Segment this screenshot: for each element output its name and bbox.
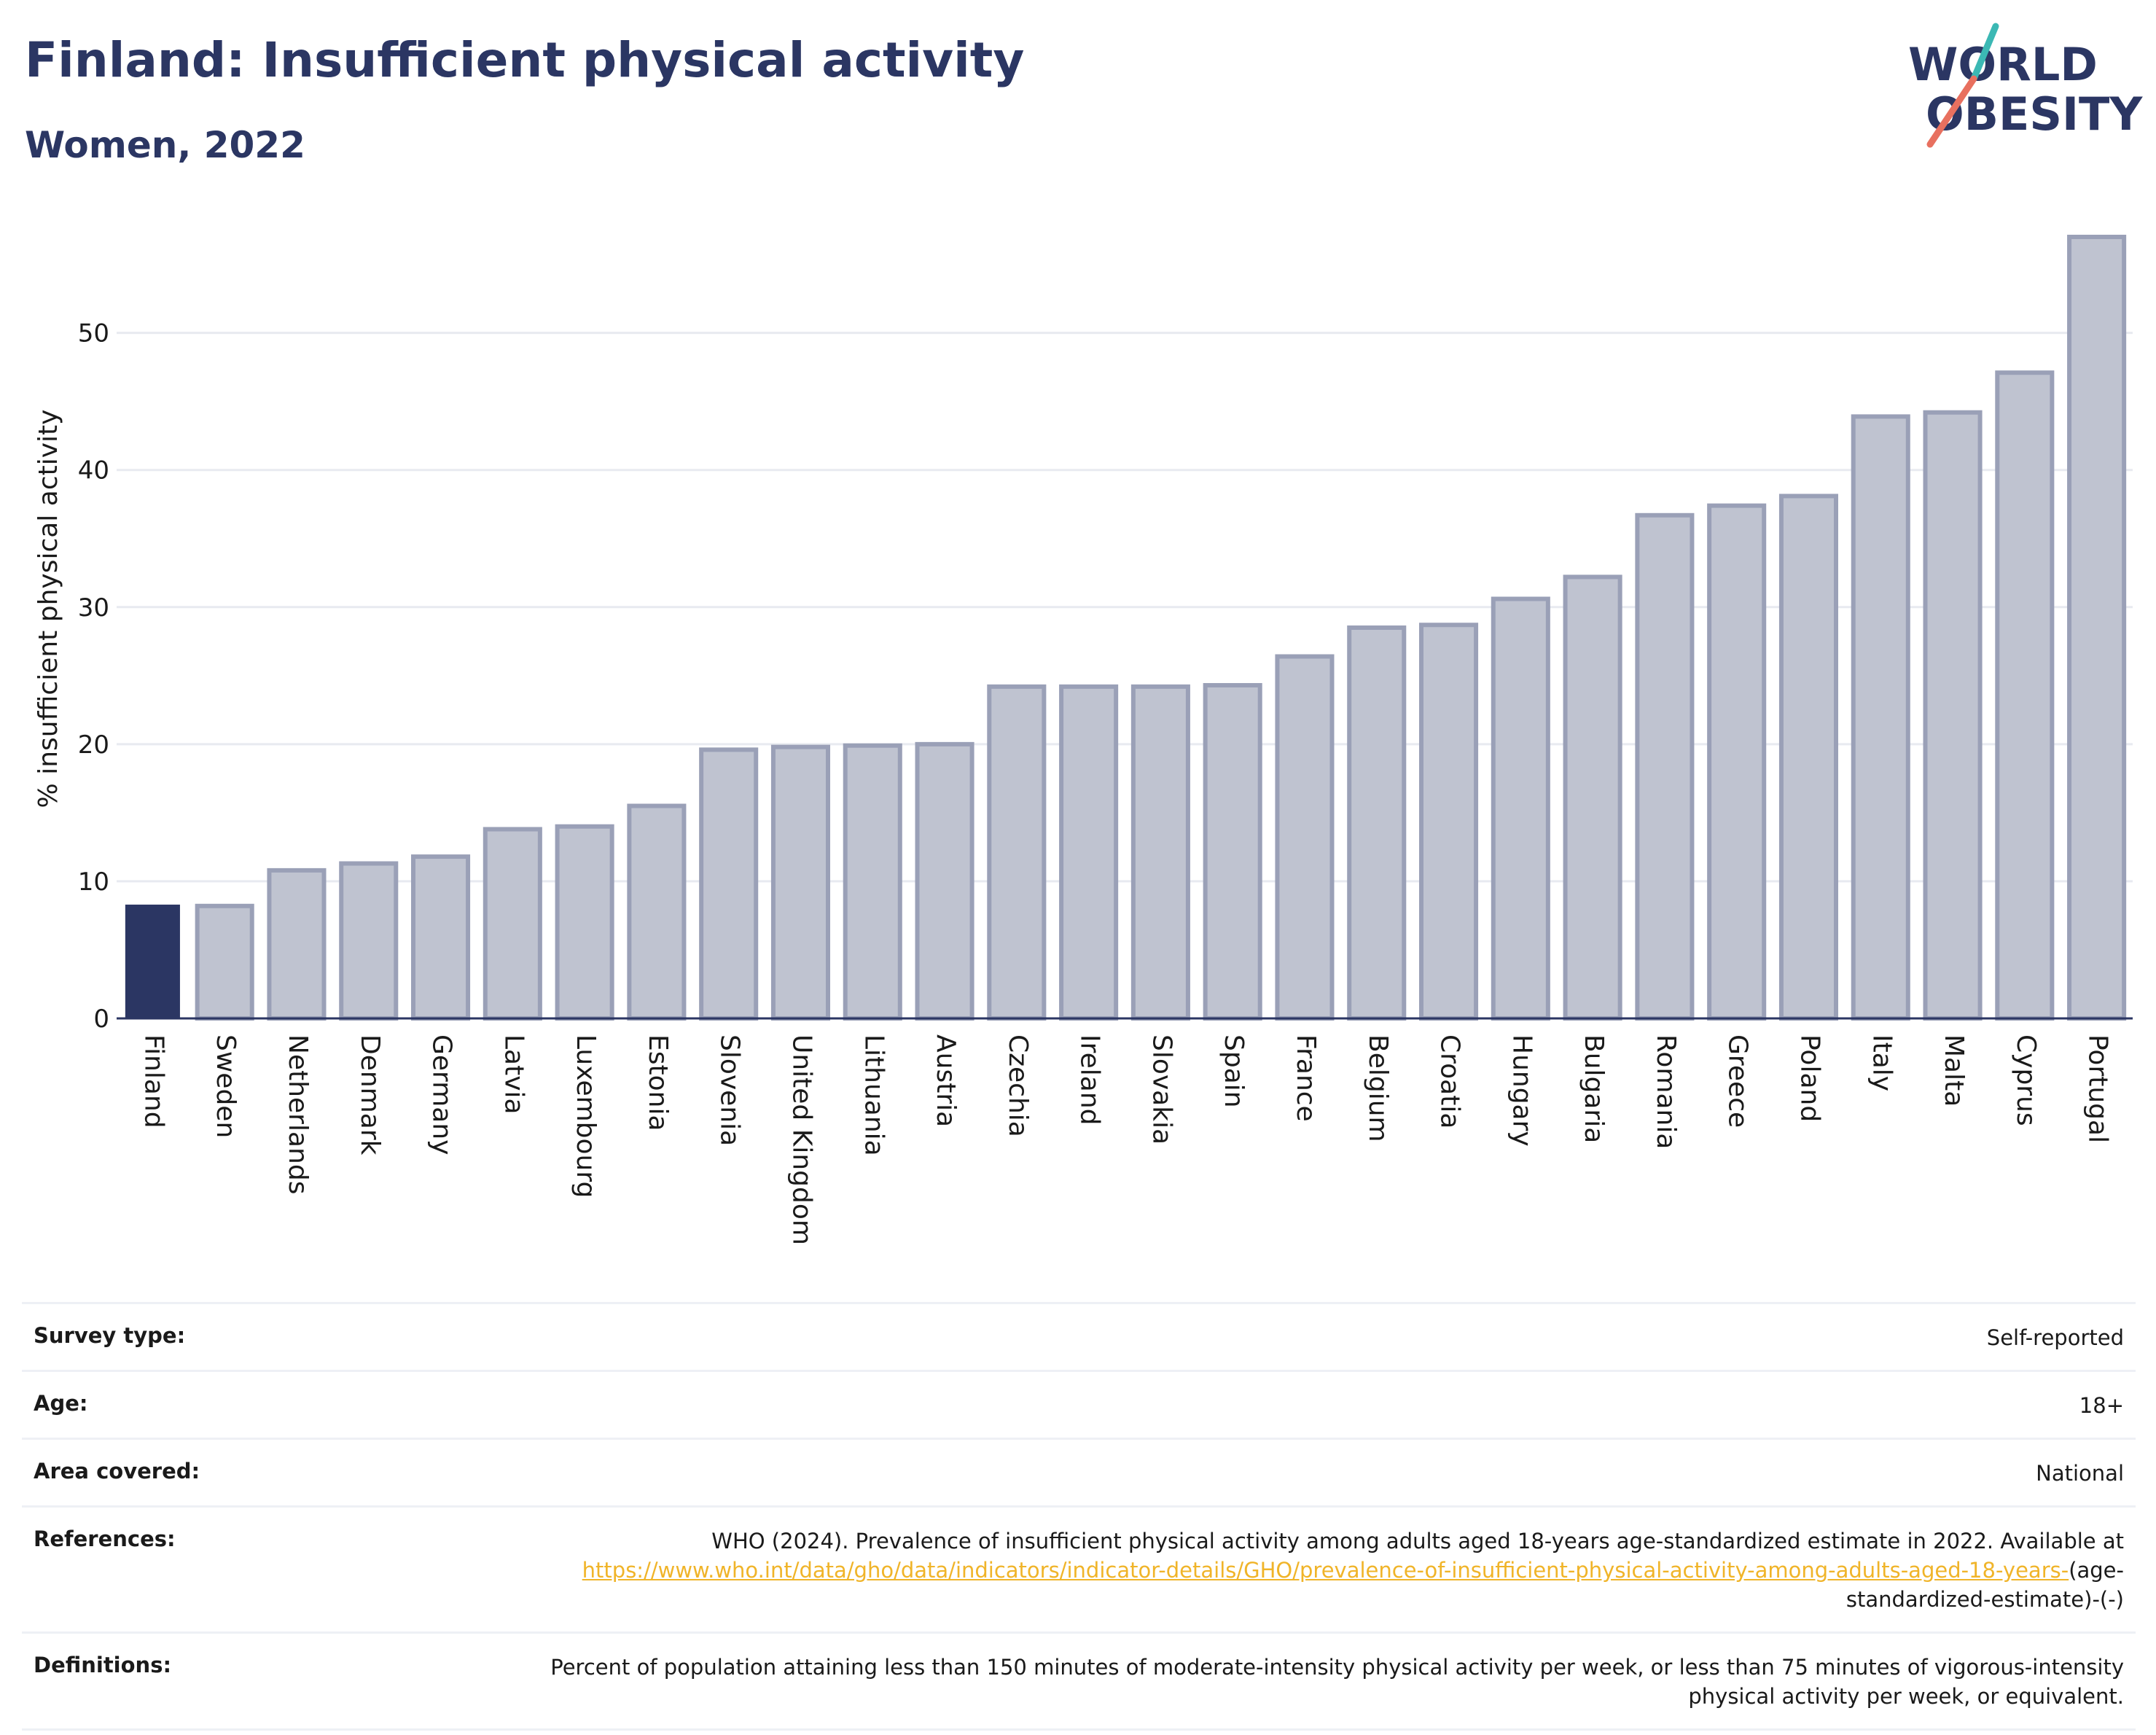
chart-title: Finland: Insufficient physical activity xyxy=(25,32,1025,88)
references-text: WHO (2024). Prevalence of insufficient p… xyxy=(711,1529,2124,1553)
references-link[interactable]: https://www.who.int/data/gho/data/indica… xyxy=(582,1558,2069,1583)
meta-row-age: Age: 18+ xyxy=(22,1371,2136,1439)
y-axis-title: % insufficient physical activity xyxy=(34,410,63,808)
bar-finland xyxy=(125,904,180,1018)
x-tick-label: Greece xyxy=(1723,1034,1753,1128)
world-obesity-logo: WORLD OBESITY xyxy=(1908,23,2143,148)
x-tick-label: Estonia xyxy=(643,1034,673,1131)
y-tick-label: 50 xyxy=(78,319,109,348)
bar-germany xyxy=(410,854,471,1021)
bar-poland xyxy=(1778,494,1839,1021)
bar-united-kingdom xyxy=(770,744,831,1021)
bar-austria xyxy=(915,741,975,1021)
x-tick-label: Poland xyxy=(1794,1034,1824,1122)
x-tick-label: Ireland xyxy=(1075,1034,1105,1126)
meta-label: Area covered: xyxy=(34,1459,200,1483)
meta-label: Age: xyxy=(34,1391,88,1416)
x-tick-label: France xyxy=(1291,1034,1321,1122)
meta-value: 18+ xyxy=(2079,1393,2124,1418)
x-tick-label: United Kingdom xyxy=(786,1034,816,1245)
meta-row-survey-type: Survey type: Self-reported xyxy=(22,1303,2136,1371)
references-suffix: (age-standardized-estimate)-(-) xyxy=(1846,1558,2124,1612)
bar-bulgaria xyxy=(1563,574,1622,1021)
bar-croatia xyxy=(1418,623,1479,1021)
x-tick-label: Hungary xyxy=(1507,1034,1536,1147)
bar-chart: 0 10 20 30 40 50 Finland Sweden Netherlands Denm… xyxy=(34,235,2133,1245)
x-tick-label: Romania xyxy=(1651,1034,1681,1149)
y-tick-label: 30 xyxy=(78,593,109,623)
x-tick-label: Germany xyxy=(427,1034,457,1155)
y-tick-labels: 0 10 20 30 40 50 xyxy=(78,319,109,1034)
meta-label: Definitions: xyxy=(34,1653,172,1677)
meta-value-references: WHO (2024). Prevalence of insufficient p… xyxy=(453,1507,2136,1633)
bar-estonia xyxy=(627,803,687,1021)
x-tick-label: Denmark xyxy=(355,1034,385,1155)
metadata-table: Survey type: Self-reported Age: 18+ Area… xyxy=(22,1302,2136,1731)
y-tick-label: 20 xyxy=(78,730,109,760)
meta-value: Self-reported xyxy=(1986,1325,2124,1350)
x-tick-label: Czechia xyxy=(1003,1034,1033,1137)
bar-italy xyxy=(1851,414,1910,1021)
bar-lithuania xyxy=(843,743,902,1021)
x-tick-label: Cyprus xyxy=(2011,1034,2041,1126)
bar-hungary xyxy=(1491,596,1550,1021)
x-tick-label: Belgium xyxy=(1363,1034,1393,1142)
x-tick-label: Finland xyxy=(138,1034,168,1128)
x-tick-label: Luxembourg xyxy=(571,1034,601,1198)
bar-netherlands xyxy=(267,868,327,1021)
bar-portugal xyxy=(2067,235,2127,1021)
bar-romania xyxy=(1635,512,1695,1021)
bar-malta xyxy=(1923,410,1983,1021)
x-tick-label: Croatia xyxy=(1435,1034,1465,1128)
logo-line-1: WORLD xyxy=(1908,38,2098,91)
logo-slash-teal xyxy=(1970,23,1999,82)
x-tick-label: Lithuania xyxy=(859,1034,888,1156)
y-tick-label: 0 xyxy=(93,1005,109,1034)
x-tick-label: Latvia xyxy=(499,1034,528,1115)
y-tick-label: 40 xyxy=(78,456,109,486)
bar-cyprus xyxy=(1995,370,2055,1021)
x-tick-label: Sweden xyxy=(211,1034,241,1138)
meta-label: Survey type: xyxy=(34,1323,186,1348)
logo-slash-coral xyxy=(1926,75,1977,148)
bar-france xyxy=(1275,654,1335,1021)
bar-spain xyxy=(1203,682,1262,1021)
meta-value: Percent of population attaining less tha… xyxy=(550,1655,2124,1709)
x-tick-labels: Finland Sweden Netherlands Denmark Germany La… xyxy=(138,1034,2112,1245)
meta-label: References: xyxy=(34,1527,176,1551)
meta-value: National xyxy=(2036,1461,2124,1486)
meta-row-area-covered: Area covered: National xyxy=(22,1438,2136,1507)
bar-czechia xyxy=(987,684,1047,1021)
x-tick-label: Spain xyxy=(1219,1034,1249,1108)
bar-ireland xyxy=(1059,684,1119,1021)
y-tick-label: 10 xyxy=(78,868,109,897)
x-tick-label: Slovenia xyxy=(715,1034,745,1146)
bar-denmark xyxy=(339,861,399,1021)
bars xyxy=(125,235,2127,1021)
bar-luxembourg xyxy=(555,824,614,1021)
x-tick-label: Bulgaria xyxy=(1579,1034,1609,1143)
bar-sweden xyxy=(195,903,254,1021)
meta-row-references: References: WHO (2024). Prevalence of in… xyxy=(22,1506,2136,1633)
x-tick-label: Austria xyxy=(931,1034,961,1127)
bar-slovenia xyxy=(699,747,759,1021)
meta-row-definitions: Definitions: Percent of population attai… xyxy=(22,1632,2136,1730)
x-tick-label: Slovakia xyxy=(1147,1034,1176,1145)
x-tick-label: Malta xyxy=(1939,1034,1969,1107)
chart-subtitle: Women, 2022 xyxy=(25,124,305,166)
bar-latvia xyxy=(483,827,542,1021)
bar-greece xyxy=(1707,503,1767,1021)
bar-slovakia xyxy=(1130,684,1190,1021)
bar-belgium xyxy=(1347,625,1407,1021)
x-tick-label: Italy xyxy=(1867,1034,1897,1091)
x-tick-label: Portugal xyxy=(2083,1034,2113,1143)
x-tick-label: Netherlands xyxy=(283,1034,313,1194)
